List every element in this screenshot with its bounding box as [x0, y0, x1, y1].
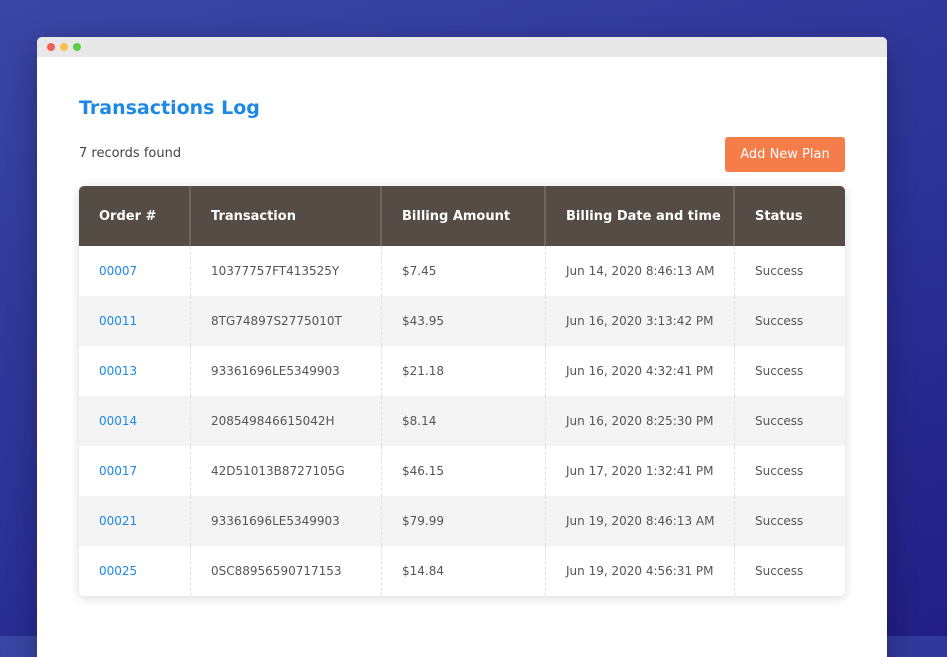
status: Success [755, 264, 804, 278]
status: Success [755, 364, 804, 378]
transaction-id-cell: 93361696LE5349903 [191, 346, 382, 396]
billing-date: Jun 16, 2020 8:25:30 PM [566, 414, 714, 428]
status: Success [755, 564, 804, 578]
billing-date: Jun 19, 2020 4:56:31 PM [566, 564, 714, 578]
billing-date: Jun 16, 2020 3:13:42 PM [566, 314, 714, 328]
order-number-cell: 00025 [79, 546, 191, 596]
billing-amount-cell: $7.45 [382, 246, 546, 296]
billing-date: Jun 17, 2020 1:32:41 PM [566, 464, 714, 478]
transaction-id: 8TG74897S2775010T [211, 314, 342, 328]
close-window-dot-icon[interactable] [47, 43, 55, 51]
minimize-window-dot-icon[interactable] [60, 43, 68, 51]
transaction-id-cell: 208549846615042H [191, 396, 382, 446]
status-cell: Success [735, 246, 845, 296]
order-number-cell: 00013 [79, 346, 191, 396]
billing-date-cell: Jun 16, 2020 8:25:30 PM [546, 396, 735, 446]
order-link[interactable]: 00013 [99, 364, 138, 378]
status: Success [755, 514, 804, 528]
records-count: 7 records found [79, 146, 182, 161]
billing-amount: $46.15 [402, 464, 444, 478]
transaction-id: 208549846615042H [211, 414, 335, 428]
status-cell: Success [735, 546, 845, 596]
billing-amount-cell: $8.14 [382, 396, 546, 446]
transaction-id: 93361696LE5349903 [211, 514, 340, 528]
order-number-cell: 00017 [79, 446, 191, 496]
billing-amount-cell: $21.18 [382, 346, 546, 396]
billing-date-cell: Jun 19, 2020 8:46:13 AM [546, 496, 735, 546]
transaction-id-cell: 10377757FT413525Y [191, 246, 382, 296]
order-link[interactable]: 00021 [99, 514, 138, 528]
transaction-id-cell: 0SC88956590717153 [191, 546, 382, 596]
order-number-cell: 00014 [79, 396, 191, 446]
status: Success [755, 414, 804, 428]
page-title: Transactions Log [79, 97, 260, 119]
billing-date-cell: Jun 17, 2020 1:32:41 PM [546, 446, 735, 496]
billing-amount: $21.18 [402, 364, 444, 378]
billing-amount: $14.84 [402, 564, 444, 578]
order-link[interactable]: 00017 [99, 464, 138, 478]
billing-amount-cell: $46.15 [382, 446, 546, 496]
table-row: 00013 93361696LE5349903 $21.18 Jun 16, 2020… [79, 346, 845, 396]
transaction-id: 10377757FT413525Y [211, 264, 340, 278]
billing-date: Jun 19, 2020 8:46:13 AM [566, 514, 715, 528]
status-cell: Success [735, 346, 845, 396]
browser-window: Transactions Log 7 records found Add New… [37, 37, 887, 657]
status: Success [755, 314, 804, 328]
billing-amount: $43.95 [402, 314, 444, 328]
header-billing-amount[interactable]: Billing Amount [382, 186, 546, 246]
table-row: 00007 10377757FT413525Y $7.45 Jun 14, 2020 … [79, 246, 845, 296]
add-new-plan-button[interactable]: Add New Plan [725, 137, 845, 172]
billing-amount: $8.14 [402, 414, 437, 428]
maximize-window-dot-icon[interactable] [73, 43, 81, 51]
order-link[interactable]: 00014 [99, 414, 138, 428]
transaction-id-cell: 93361696LE5349903 [191, 496, 382, 546]
billing-amount-cell: $14.84 [382, 546, 546, 596]
transaction-id-cell: 42D51013B8727105G [191, 446, 382, 496]
header-order[interactable]: Order # [79, 186, 191, 246]
status: Success [755, 464, 804, 478]
order-link[interactable]: 00011 [99, 314, 138, 328]
billing-date-cell: Jun 19, 2020 4:56:31 PM [546, 546, 735, 596]
billing-date-cell: Jun 14, 2020 8:46:13 AM [546, 246, 735, 296]
header-status[interactable]: Status [755, 208, 803, 224]
billing-amount-cell: $43.95 [382, 296, 546, 346]
billing-date: Jun 14, 2020 8:46:13 AM [566, 264, 715, 278]
status-cell: Success [735, 396, 845, 446]
table-row: 00017 42D51013B8727105G $46.15 Jun 17, 2020… [79, 446, 845, 496]
title-bar [37, 37, 887, 57]
status-cell: Success [735, 296, 845, 346]
billing-date: Jun 16, 2020 4:32:41 PM [566, 364, 714, 378]
billing-date-cell: Jun 16, 2020 3:13:42 PM [546, 296, 735, 346]
order-link[interactable]: 00025 [99, 564, 138, 578]
transaction-id: 93361696LE5349903 [211, 364, 340, 378]
header-transaction[interactable]: Transaction [191, 186, 382, 246]
status-cell: Success [735, 496, 845, 546]
transactions-table: Order # Transaction Billing Amount Billi… [79, 186, 845, 596]
header-billing-date[interactable]: Billing Date and time [546, 186, 735, 246]
status-cell: Success [735, 446, 845, 496]
order-link[interactable]: 00007 [99, 264, 138, 278]
order-number-cell: 00011 [79, 296, 191, 346]
billing-amount: $7.45 [402, 264, 437, 278]
transaction-id-cell: 8TG74897S2775010T [191, 296, 382, 346]
billing-date-cell: Jun 16, 2020 4:32:41 PM [546, 346, 735, 396]
billing-amount-cell: $79.99 [382, 496, 546, 546]
table-row: 00011 8TG74897S2775010T $43.95 Jun 16, 2020… [79, 296, 845, 346]
order-number-cell: 00007 [79, 246, 191, 296]
table-row: 00014 208549846615042H $8.14 Jun 16, 2020 8… [79, 396, 845, 446]
transaction-id: 42D51013B8727105G [211, 464, 345, 478]
billing-amount: $79.99 [402, 514, 444, 528]
table-row: 00021 93361696LE5349903 $79.99 Jun 19, 2020… [79, 496, 845, 546]
table-header-row: Order # Transaction Billing Amount Billi… [79, 186, 845, 246]
order-number-cell: 00021 [79, 496, 191, 546]
transaction-id: 0SC88956590717153 [211, 564, 342, 578]
table-row: 00025 0SC88956590717153 $14.84 Jun 19, 2020… [79, 546, 845, 596]
